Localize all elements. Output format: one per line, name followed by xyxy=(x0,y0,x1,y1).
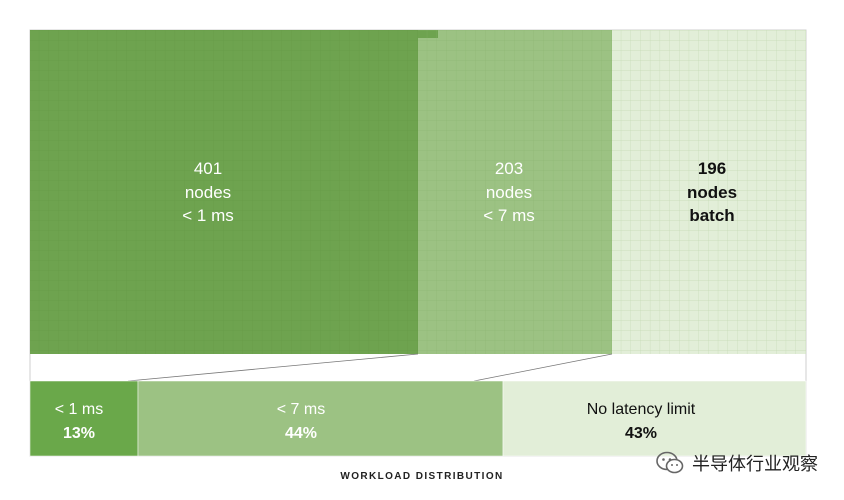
node-unit-batch: nodes xyxy=(687,183,737,202)
split-percent-nolimit: 43% xyxy=(625,425,657,442)
node-block-batch-grid xyxy=(612,30,806,354)
split-label-1ms: < 1 ms xyxy=(55,401,103,418)
node-block-7ms-grid xyxy=(418,30,632,354)
split-percent-7ms: 44% xyxy=(285,425,317,442)
node-unit-1ms: nodes xyxy=(185,183,231,202)
connector-line-1 xyxy=(127,353,419,382)
split-bar-1ms xyxy=(29,380,139,457)
split-bar-7ms xyxy=(137,380,504,457)
node-latency-batch: batch xyxy=(689,206,734,225)
connector-lines xyxy=(127,353,613,382)
watermark-text: 半导体行业观察 xyxy=(692,454,818,475)
node-block-labels: 401 nodes < 1 ms 203 nodes < 7 ms 196 no… xyxy=(182,159,737,225)
node-latency-7ms: < 7 ms xyxy=(483,206,535,225)
workload-split-labels: < 1 ms 13% < 7 ms 44% No latency limit 4… xyxy=(55,401,696,442)
node-block-1ms-grid xyxy=(30,30,418,354)
node-blocks xyxy=(30,30,806,354)
node-block-corner-grid xyxy=(612,30,632,53)
split-label-nolimit: No latency limit xyxy=(587,401,696,418)
connector-line-2 xyxy=(473,353,613,382)
split-percent-1ms: 13% xyxy=(63,425,95,442)
workload-split-bars xyxy=(29,380,807,457)
split-label-7ms: < 7 ms xyxy=(277,401,325,418)
split-bar-nolimit xyxy=(502,380,807,457)
node-latency-1ms: < 1 ms xyxy=(182,206,234,225)
node-count-1ms: 401 xyxy=(194,159,222,178)
node-count-batch: 196 xyxy=(698,159,726,178)
watermark: 半导体行业观察 xyxy=(655,450,818,476)
node-unit-7ms: nodes xyxy=(486,183,532,202)
node-count-7ms: 203 xyxy=(495,159,523,178)
chart-caption: WORKLOAD DISTRIBUTION xyxy=(340,471,504,482)
wechat-icon xyxy=(656,451,684,474)
